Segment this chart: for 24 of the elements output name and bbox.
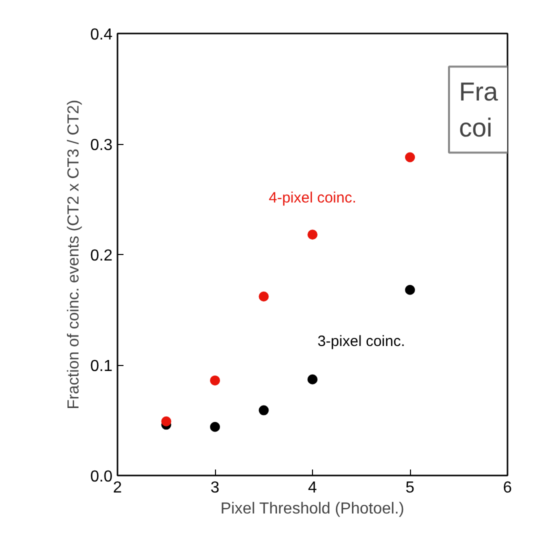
text: 4-pixel coinc.	[268, 190, 356, 207]
x-tick-label: 2	[113, 480, 122, 496]
y-tick-label: 0.1	[90, 358, 113, 375]
point	[308, 374, 318, 384]
point	[405, 152, 415, 162]
y-tick-label: 0.4	[90, 26, 113, 44]
point	[258, 292, 269, 302]
x-tick-label: 3	[210, 480, 220, 496]
point	[210, 375, 220, 386]
point	[210, 422, 220, 432]
point	[258, 405, 269, 416]
series-label: 3-pixel coinc.	[317, 332, 406, 350]
y-tick-label: 0.3	[90, 137, 113, 154]
x-tick-label: 5	[406, 480, 415, 496]
y-tick-label: 0.0	[90, 468, 113, 486]
point	[308, 230, 318, 240]
y-axis-title: Fraction of coinc. events (CT2 x CT3 / CT2)	[65, 100, 82, 410]
annotation: Fra coi	[459, 76, 499, 143]
point	[161, 416, 172, 426]
x-axis-title: Pixel Threshold (Photoel.)	[220, 500, 404, 518]
x-tick-label: 6	[503, 480, 512, 496]
point	[405, 284, 415, 295]
x-tick-label: 4	[308, 480, 318, 496]
y-tick-label: 0.2	[90, 248, 113, 264]
